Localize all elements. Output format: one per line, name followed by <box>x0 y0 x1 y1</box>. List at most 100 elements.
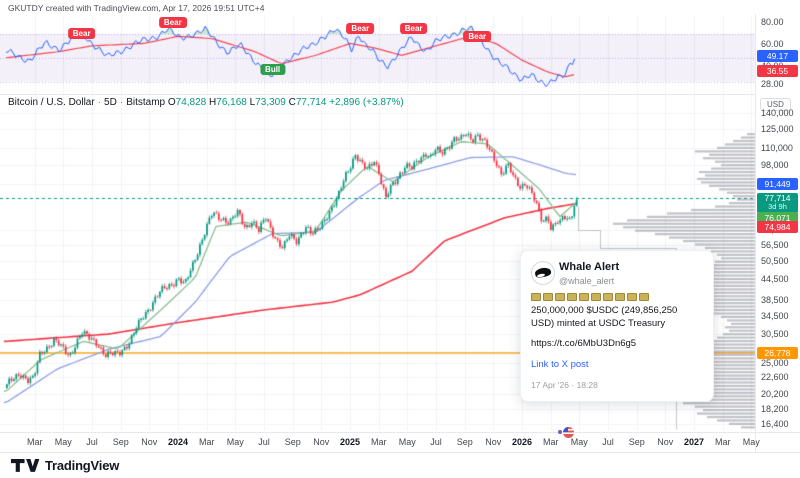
x-post-link[interactable]: Link to X post <box>531 359 589 371</box>
indicator-axis-tick[interactable]: 80.00 <box>761 17 784 27</box>
bear-signal-badge: Bear <box>346 23 375 34</box>
flag-canton <box>563 427 569 432</box>
time-axis-border <box>0 432 800 433</box>
price-axis-tick[interactable]: 22,600 <box>761 372 789 383</box>
tweet-text: 250,000,000 $USDC (249,856,250 USD) mint… <box>531 304 678 329</box>
time-axis-label[interactable]: Nov <box>485 437 502 447</box>
close-label: C <box>288 97 296 108</box>
tweet-author-name: Whale Alert <box>559 261 620 273</box>
tradingview-mark-icon <box>10 458 40 472</box>
price-axis-tick[interactable]: 98,000 <box>761 159 789 170</box>
price-axis-tick[interactable]: 44,500 <box>761 274 789 285</box>
price-axis-currency-label[interactable]: USD <box>760 98 791 111</box>
price-axis-badge: 74,984 <box>757 221 798 233</box>
banknote-emoji <box>615 293 625 302</box>
price-axis-badge: 77,714 3d 9h <box>757 193 798 213</box>
time-axis-label[interactable]: Mar <box>714 437 731 447</box>
time-axis-label[interactable]: Jul <box>430 437 442 447</box>
symbol-legend: Bitcoin / U.S. Dollar · 5D · Bitstamp O74,82… <box>8 96 404 110</box>
time-axis-label[interactable]: 2025 <box>339 437 361 447</box>
time-axis-label[interactable]: 2024 <box>167 437 189 447</box>
time-axis-label[interactable]: Sep <box>456 437 473 447</box>
time-axis-label[interactable]: May <box>742 437 760 447</box>
low-value: 73,309 <box>255 97 286 108</box>
bear-signal-badge: Bear <box>67 28 96 39</box>
time-axis-label[interactable]: May <box>570 437 588 447</box>
bear-signal-badge: Bear <box>158 17 187 28</box>
whale-alert-tooltip: Whale Alert @whale_alert 250,000,000 $US… <box>520 250 714 402</box>
tradingview-logo[interactable]: TradingView <box>10 457 119 473</box>
bull-signal-badge: Bull <box>260 64 286 75</box>
close-value: 77,714 <box>295 97 327 108</box>
indicator-axis-badge: 36.55 <box>757 65 798 77</box>
price-axis-tick[interactable]: 56,500 <box>761 239 789 250</box>
price-axis-tick[interactable]: 34,500 <box>761 311 789 322</box>
banknote-emoji <box>627 293 637 302</box>
banknote-emoji <box>531 293 541 302</box>
time-axis-label[interactable]: 2027 <box>683 437 705 447</box>
time-axis-label[interactable]: Mar <box>370 437 387 447</box>
time-axis-label[interactable]: Sep <box>284 437 301 447</box>
tweet-author-handle: @whale_alert <box>559 275 615 286</box>
time-axis-label[interactable]: Sep <box>628 437 645 447</box>
indicator-axis-tick[interactable]: 28.00 <box>761 79 784 89</box>
time-axis-label[interactable]: Jul <box>86 437 98 447</box>
banknote-emoji <box>639 293 649 302</box>
indicator-axis-tick[interactable]: 60.00 <box>761 39 784 49</box>
banknote-emoji <box>603 293 613 302</box>
time-axis-label[interactable]: Jul <box>602 437 614 447</box>
price-axis-tick[interactable]: 140,000 <box>761 108 794 118</box>
footer-border <box>0 452 800 453</box>
whale-alert-avatar <box>531 261 555 285</box>
price-axis-tick[interactable]: 38,500 <box>761 295 789 306</box>
price-axis-badge: 26,778 <box>757 347 798 359</box>
price-axis-tick[interactable]: 18,200 <box>761 403 789 414</box>
open-value: 74,828 <box>175 97 207 108</box>
tweet-timestamp: 17 Apr '26 · 18:28 <box>531 380 598 391</box>
price-axis-badge: 91,449 <box>757 178 798 190</box>
chart-attribution-text: GKUTDY created with TradingView.com, Apr… <box>8 3 265 13</box>
low-label: L <box>249 97 256 108</box>
time-axis-label[interactable]: Mar <box>198 437 215 447</box>
time-axis-label[interactable]: Nov <box>313 437 330 447</box>
banknote-emoji <box>543 293 553 302</box>
tweet-body: 250,000,000 $USDC (249,856,250 USD) mint… <box>531 292 703 330</box>
time-axis-label[interactable]: Nov <box>141 437 158 447</box>
banknote-emoji-row <box>531 292 651 303</box>
price-axis-tick[interactable]: 25,000 <box>761 357 789 368</box>
time-axis-label[interactable]: Nov <box>657 437 674 447</box>
time-axis-label[interactable]: May <box>54 437 72 447</box>
price-axis-tick[interactable]: 20,200 <box>761 388 789 399</box>
price-axis-tick[interactable]: 16,400 <box>761 419 789 429</box>
price-axis-tick[interactable]: 30,500 <box>761 329 789 340</box>
bear-signal-badge: Bear <box>463 31 492 42</box>
tweet-url[interactable]: https://t.co/6MbU3Dn6g5 <box>531 338 637 350</box>
high-label: H <box>209 97 217 108</box>
price-axis-tick[interactable]: 110,000 <box>761 142 793 153</box>
time-axis-label[interactable]: 2026 <box>511 437 533 447</box>
banknote-emoji <box>579 293 589 302</box>
change-value: +2,896 (+3.87%) <box>329 97 404 108</box>
high-value: 76,168 <box>216 97 247 108</box>
symbol-title[interactable]: Bitcoin / U.S. Dollar <box>8 97 95 108</box>
us-flag-event-icon[interactable] <box>563 427 575 438</box>
banknote-emoji <box>555 293 565 302</box>
time-axis-label[interactable]: May <box>226 437 244 447</box>
banknote-emoji <box>591 293 601 302</box>
time-axis-label[interactable]: Mar <box>26 437 43 447</box>
time-axis-label[interactable]: Mar <box>542 437 559 447</box>
price-axis-tick[interactable]: 50,500 <box>761 255 789 266</box>
price-axis-border[interactable] <box>755 14 756 452</box>
pane-separator[interactable] <box>0 94 755 95</box>
time-axis-label[interactable]: Jul <box>258 437 270 447</box>
interval-label[interactable]: 5D <box>104 97 117 108</box>
legend-separator: · <box>119 97 124 108</box>
time-axis-label[interactable]: May <box>398 437 416 447</box>
time-axis-label[interactable]: Sep <box>112 437 129 447</box>
open-label: O <box>167 97 176 108</box>
exchange-label[interactable]: Bitstamp <box>126 97 166 108</box>
indicator-axis-badge: 49.17 <box>757 50 798 62</box>
price-axis-tick[interactable]: 125,000 <box>761 124 794 135</box>
